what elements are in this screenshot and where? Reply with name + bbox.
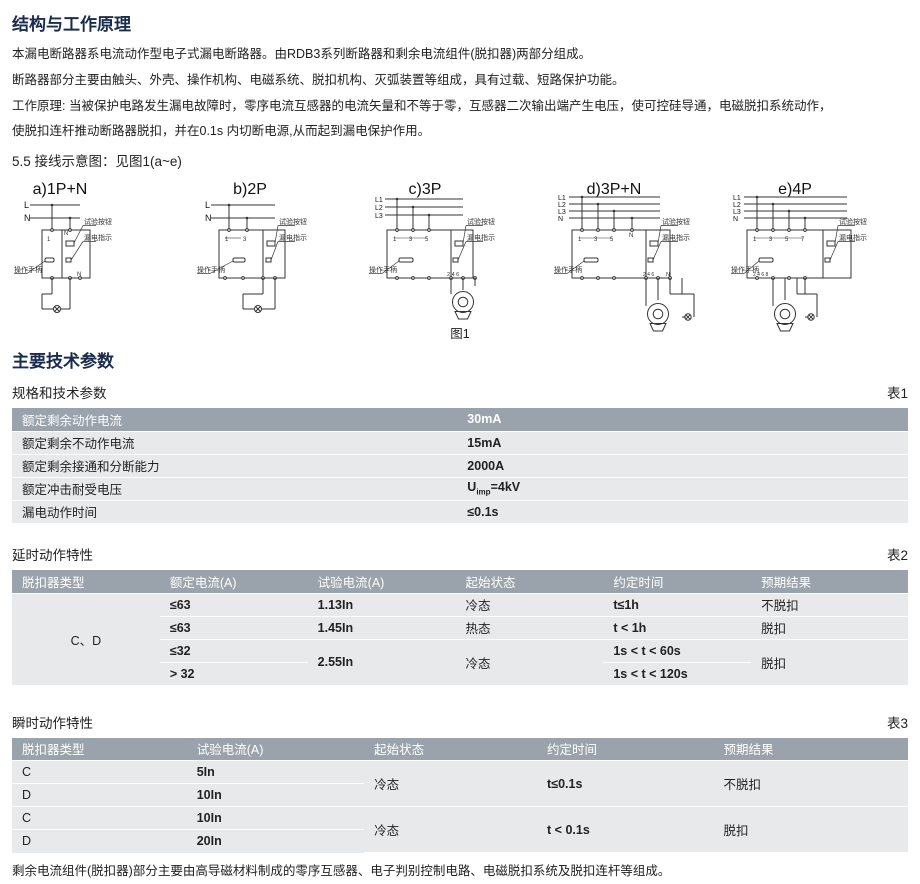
svg-text:L2: L2	[558, 202, 566, 209]
svg-text:试验按钮: 试验按钮	[662, 217, 690, 226]
svg-text:L1: L1	[558, 195, 566, 202]
svg-text:试验按钮: 试验按钮	[84, 217, 112, 226]
svg-text:L3: L3	[375, 213, 383, 220]
svg-text:试验按钮: 试验按钮	[839, 217, 867, 226]
svg-text:2 4 6: 2 4 6	[447, 272, 459, 278]
svg-text:漏电指示: 漏电指示	[467, 233, 495, 242]
svg-text:漏电指示: 漏电指示	[279, 233, 307, 242]
svg-text:L: L	[205, 200, 210, 210]
svg-text:L3: L3	[733, 209, 741, 216]
svg-text:d)3P+N: d)3P+N	[587, 182, 642, 198]
svg-text:漏电指示: 漏电指示	[84, 233, 112, 242]
svg-text:L2: L2	[375, 205, 383, 212]
svg-text:3: 3	[243, 237, 247, 243]
svg-text:2 4 6: 2 4 6	[643, 272, 654, 278]
svg-text:L3: L3	[558, 209, 566, 216]
svg-text:L1: L1	[375, 197, 383, 204]
svg-text:a)1P+N: a)1P+N	[33, 182, 88, 198]
svg-text:N: N	[64, 231, 68, 237]
svg-text:N: N	[558, 216, 563, 223]
svg-text:b)2P: b)2P	[233, 182, 267, 198]
svg-text:1: 1	[47, 237, 51, 243]
svg-text:N: N	[733, 216, 738, 223]
svg-text:N: N	[205, 213, 212, 223]
svg-text:漏电指示: 漏电指示	[662, 233, 690, 242]
svg-text:N: N	[666, 272, 670, 278]
svg-text:漏电指示: 漏电指示	[839, 233, 867, 242]
svg-text:N: N	[629, 233, 633, 239]
svg-text:N: N	[24, 213, 31, 223]
svg-text:L2: L2	[733, 202, 741, 209]
svg-text:L: L	[24, 200, 29, 210]
svg-text:e)4P: e)4P	[778, 182, 812, 198]
svg-text:L1: L1	[733, 195, 741, 202]
svg-text:试验按钮: 试验按钮	[467, 217, 495, 226]
svg-text:N: N	[77, 272, 81, 278]
svg-text:试验按钮: 试验按钮	[279, 217, 307, 226]
svg-text:c)3P: c)3P	[409, 182, 442, 198]
